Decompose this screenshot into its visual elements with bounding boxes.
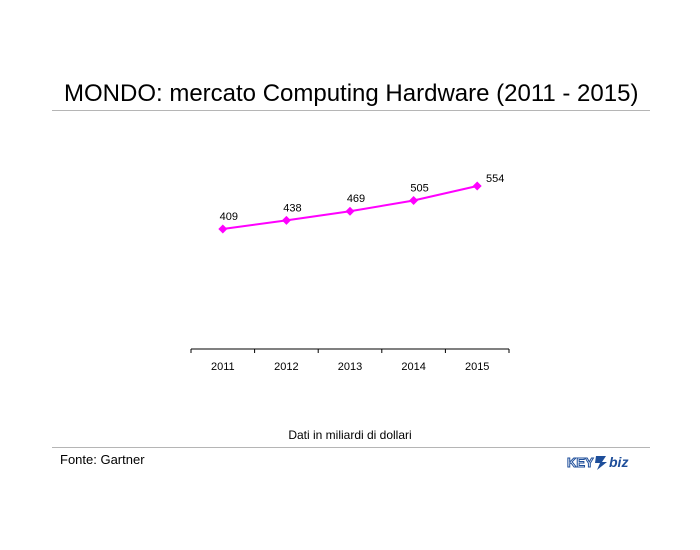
footer-divider bbox=[52, 447, 650, 448]
source-note: Fonte: Gartner bbox=[60, 452, 145, 467]
x-tick-label: 2011 bbox=[211, 361, 235, 373]
data-point bbox=[472, 181, 482, 191]
svg-text:biz: biz bbox=[609, 454, 628, 470]
key4biz-logo: KEY biz bbox=[567, 454, 629, 471]
units-note: Dati in miliardi di dollari bbox=[288, 428, 412, 442]
data-label: 409 bbox=[220, 211, 238, 223]
x-tick-label: 2014 bbox=[401, 361, 425, 373]
data-point bbox=[218, 224, 228, 234]
data-label: 505 bbox=[410, 183, 428, 195]
data-point bbox=[409, 196, 419, 206]
x-axis: 2011 2012 2013 2014 2015 bbox=[190, 348, 510, 373]
data-point bbox=[345, 206, 355, 216]
title-divider bbox=[52, 110, 650, 111]
svg-text:KEY: KEY bbox=[567, 455, 594, 470]
data-label: 469 bbox=[347, 193, 365, 205]
x-tick-label: 2013 bbox=[338, 361, 362, 373]
data-label: 438 bbox=[283, 202, 301, 214]
chart-title: MONDO: mercato Computing Hardware (2011 … bbox=[64, 80, 639, 107]
x-tick-label: 2015 bbox=[465, 361, 489, 373]
series-line-group bbox=[218, 181, 482, 234]
data-label: 554 bbox=[486, 173, 504, 185]
data-labels: 409 438 469 505 554 bbox=[220, 173, 505, 223]
data-point bbox=[281, 215, 291, 225]
x-tick-label: 2012 bbox=[274, 361, 298, 373]
